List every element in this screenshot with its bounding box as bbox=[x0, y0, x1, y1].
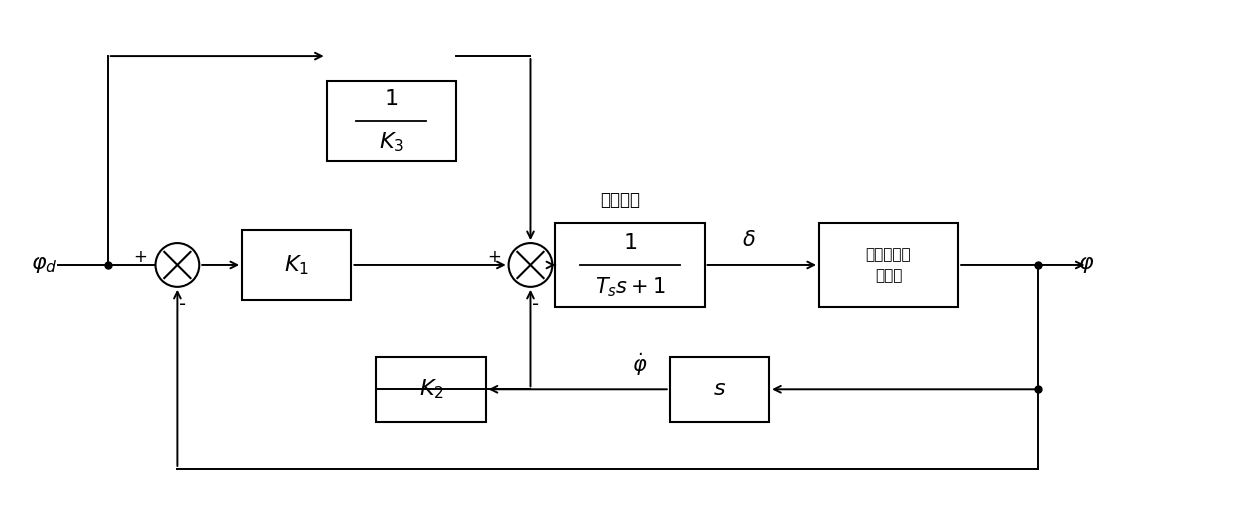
Text: +: + bbox=[134, 248, 148, 266]
Text: +: + bbox=[487, 248, 501, 266]
Text: $s$: $s$ bbox=[713, 379, 727, 399]
Bar bbox=[670, 357, 769, 422]
Text: 自行车动力
学模型: 自行车动力 学模型 bbox=[866, 247, 911, 283]
Text: $1$: $1$ bbox=[384, 89, 398, 109]
Text: $1$: $1$ bbox=[622, 233, 637, 253]
Text: $\varphi_d$: $\varphi_d$ bbox=[31, 255, 58, 275]
Bar bbox=[242, 230, 351, 300]
Text: $\varphi$: $\varphi$ bbox=[1078, 255, 1094, 275]
Text: -: - bbox=[179, 295, 186, 314]
Text: $\delta$: $\delta$ bbox=[743, 230, 756, 250]
Bar bbox=[376, 357, 486, 422]
Text: $K_1$: $K_1$ bbox=[284, 253, 309, 277]
Bar bbox=[556, 223, 704, 307]
Bar bbox=[326, 81, 456, 161]
Text: -: - bbox=[532, 295, 539, 314]
Text: 低通滤波: 低通滤波 bbox=[600, 191, 640, 209]
Text: $K_3$: $K_3$ bbox=[378, 131, 404, 155]
Text: $\dot{\varphi}$: $\dot{\varphi}$ bbox=[632, 351, 647, 378]
Bar bbox=[818, 223, 959, 307]
Circle shape bbox=[155, 243, 200, 287]
Text: $T_s s+1$: $T_s s+1$ bbox=[594, 275, 666, 299]
Text: $K_2$: $K_2$ bbox=[419, 377, 444, 401]
Circle shape bbox=[508, 243, 552, 287]
